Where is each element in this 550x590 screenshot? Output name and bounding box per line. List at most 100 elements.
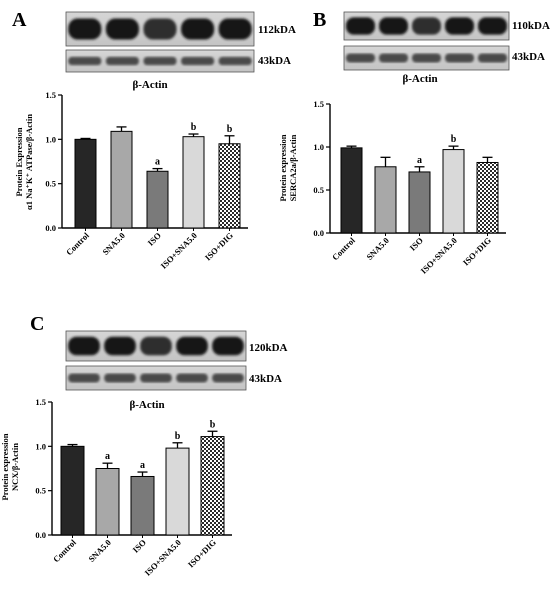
y-tick-label: 1.0 (45, 134, 56, 144)
bar-iso (408, 171, 431, 234)
significance-label: a (155, 157, 160, 168)
y-tick-label: 0.0 (45, 223, 56, 233)
bar-iso-sna5-0 (182, 136, 205, 229)
blot-band (143, 56, 177, 66)
panel-letter: B (313, 9, 326, 31)
blot-band (68, 56, 102, 66)
blot-band (411, 53, 442, 63)
western-blot-target (343, 11, 510, 41)
western-blot-target (65, 330, 247, 362)
blot-band (105, 18, 139, 40)
blot-band (218, 18, 252, 40)
blot-band (444, 17, 475, 35)
blot-band (345, 17, 376, 35)
blot-size-label: 110kDA (512, 20, 550, 32)
blot-band (143, 18, 177, 40)
significance-label: b (210, 419, 216, 430)
blot-band (477, 53, 508, 63)
blot-band (218, 56, 252, 66)
x-tick-label: Control (51, 537, 78, 564)
bar-iso-dig (218, 143, 241, 229)
y-axis-title: α1 Na⁺K⁺ ATPase/β-Actin (24, 114, 34, 210)
y-axis-title: SERCA2a/β-Actin (288, 134, 298, 201)
y-tick-label: 1.5 (45, 90, 56, 100)
bar-iso-dig (200, 436, 225, 536)
blot-band (181, 56, 215, 66)
bar-sna5-0 (110, 130, 133, 229)
significance-label: b (451, 134, 457, 145)
blot-band (176, 373, 208, 383)
significance-label: a (417, 155, 422, 166)
blot-band (104, 336, 136, 356)
actin-label: β-Actin (132, 79, 167, 91)
x-tick-label: ISO+DIG (186, 537, 218, 569)
blot-band (212, 373, 244, 383)
panel-letter: C (30, 313, 44, 335)
y-tick-label: 1.5 (35, 397, 46, 407)
significance-label: a (105, 451, 110, 462)
x-tick-label: SNA5.0 (100, 230, 127, 257)
blot-band (105, 56, 139, 66)
blot-size-label: 120kDA (249, 342, 288, 354)
western-blot-target (65, 11, 255, 47)
significance-label: b (191, 122, 197, 133)
x-tick-label: ISO+SNA5.0 (159, 230, 199, 270)
x-tick-label: SNA5.0 (364, 235, 391, 262)
x-tick-label: Control (64, 230, 91, 257)
blot-band (212, 336, 244, 356)
blot-band (345, 53, 376, 63)
y-tick-label: 0.0 (313, 228, 324, 238)
blot-band (444, 53, 475, 63)
bar-control (340, 147, 363, 234)
bar-sna5-0 (374, 166, 397, 234)
y-tick-label: 0.5 (35, 486, 46, 496)
blot-band (140, 336, 172, 356)
blot-band (378, 17, 409, 35)
panel-a: A 112kDA 43kDA β-Actin 0.0 0.5 1.0 1.5 Protein E… (12, 9, 296, 271)
bar-iso (130, 475, 155, 536)
blot-size-label: 43kDA (258, 55, 291, 67)
blot-size-label: 43kDA (249, 373, 282, 385)
blot-band (104, 373, 136, 383)
bar-iso-dig (476, 161, 499, 234)
y-tick-label: 1.5 (313, 99, 324, 109)
y-axis-title: Protein expression (0, 433, 10, 500)
bar-chart-c: 0.0 0.5 1.0 1.5 Protein expression NCX/β-Acti… (0, 397, 232, 578)
bar-chart-a: 0.0 0.5 1.0 1.5 Protein Expression α1 Na⁺K⁺ A… (14, 90, 248, 271)
y-tick-label: 0.5 (45, 179, 56, 189)
blot-band (176, 336, 208, 356)
western-blot-actin (65, 365, 247, 391)
actin-label: β-Actin (129, 399, 164, 411)
blot-band (477, 17, 508, 35)
panel-b: B 110kDA 43kDA β-Actin 0.0 0.5 1.0 1.5 Protein e… (278, 9, 550, 276)
blot-band (68, 373, 100, 383)
x-tick-label: ISO+DIG (461, 235, 493, 267)
x-tick-label: ISO+SNA5.0 (419, 235, 459, 275)
blot-band (140, 373, 172, 383)
x-tick-label: ISO (130, 537, 148, 555)
y-axis-title: Protein expression (278, 134, 288, 201)
y-axis-title: NCX/β-Actin (10, 443, 20, 491)
y-tick-label: 0.5 (313, 185, 324, 195)
bar-iso-sna5-0 (165, 447, 190, 536)
y-tick-label: 1.0 (313, 142, 324, 152)
western-blot-actin (343, 45, 510, 71)
significance-label: b (227, 124, 233, 135)
blot-size-label: 43kDA (512, 51, 545, 63)
significance-label: b (175, 431, 181, 442)
panel-letter: A (12, 9, 27, 31)
x-tick-label: ISO+SNA5.0 (143, 537, 183, 577)
x-tick-label: ISO (407, 235, 425, 253)
bar-chart-b: 0.0 0.5 1.0 1.5 Protein expression SERCA2a/β-… (278, 99, 506, 276)
bar-sna5-0 (95, 468, 120, 536)
blot-band (378, 53, 409, 63)
x-tick-label: SNA5.0 (86, 537, 113, 564)
y-tick-label: 0.0 (35, 530, 46, 540)
significance-label: a (140, 460, 145, 471)
panel-c: C 120kDA 43kDA β-Actin 0.0 0.5 1.0 1.5 Protein e… (0, 313, 288, 578)
blot-band (181, 18, 215, 40)
x-tick-label: Control (330, 235, 357, 262)
bar-control (60, 445, 85, 536)
blot-size-label: 112kDA (258, 24, 296, 36)
